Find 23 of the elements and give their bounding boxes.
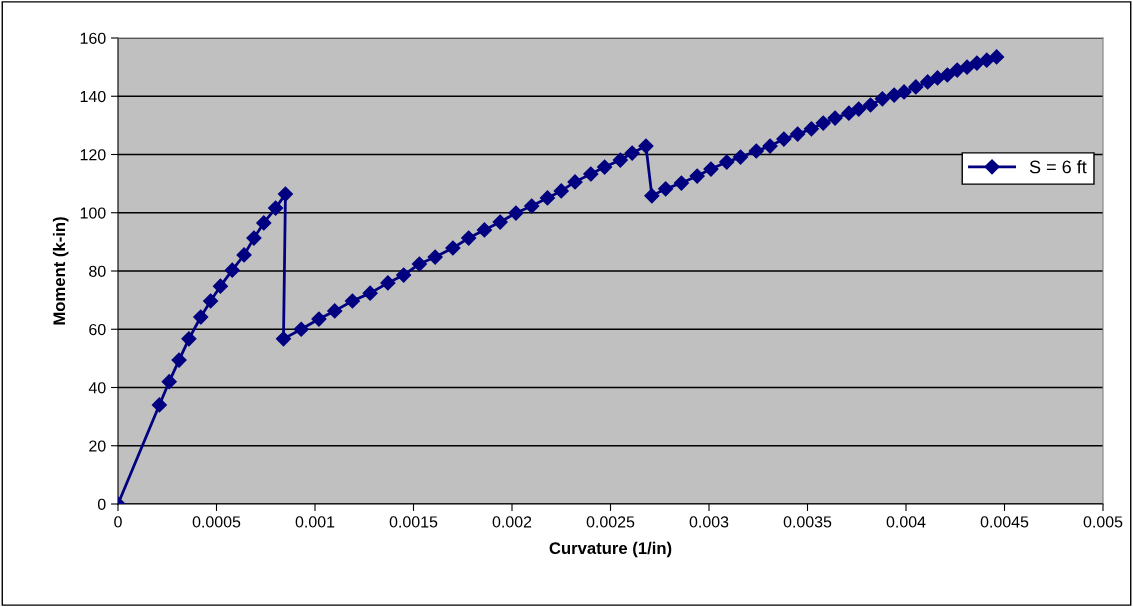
- y-tick-label: 80: [89, 265, 106, 277]
- y-tick-label: 100: [80, 207, 106, 219]
- x-tick-label: 0.0005: [192, 516, 241, 528]
- y-tick-label: 160: [80, 32, 106, 44]
- y-tick-label: 60: [89, 323, 106, 336]
- x-tick-label: 0.003: [689, 516, 729, 528]
- x-tick-label: 0.0045: [980, 516, 1029, 528]
- x-tick-label: 0.0025: [586, 516, 635, 528]
- x-tick-label: 0.004: [886, 516, 926, 528]
- y-axis-title: Moment (k-in): [52, 217, 69, 325]
- x-tick-label: 0.0035: [783, 516, 832, 528]
- x-tick-label: 0.005: [1083, 516, 1123, 528]
- x-axis-title: Curvature (1/in): [549, 541, 672, 558]
- y-tick-label: 0: [97, 498, 106, 510]
- x-tick-label: 0.0015: [389, 516, 438, 528]
- x-tick-label: 0.001: [295, 516, 335, 528]
- y-tick-label: 120: [80, 149, 106, 161]
- x-tick-label: 0: [114, 516, 122, 528]
- y-tick-label: 20: [89, 440, 106, 452]
- x-tick-label: 0.002: [492, 516, 532, 528]
- y-tick-label: 40: [88, 382, 106, 394]
- legend-label: S = 6 ft: [1029, 160, 1087, 174]
- y-tick-label: 140: [80, 90, 106, 103]
